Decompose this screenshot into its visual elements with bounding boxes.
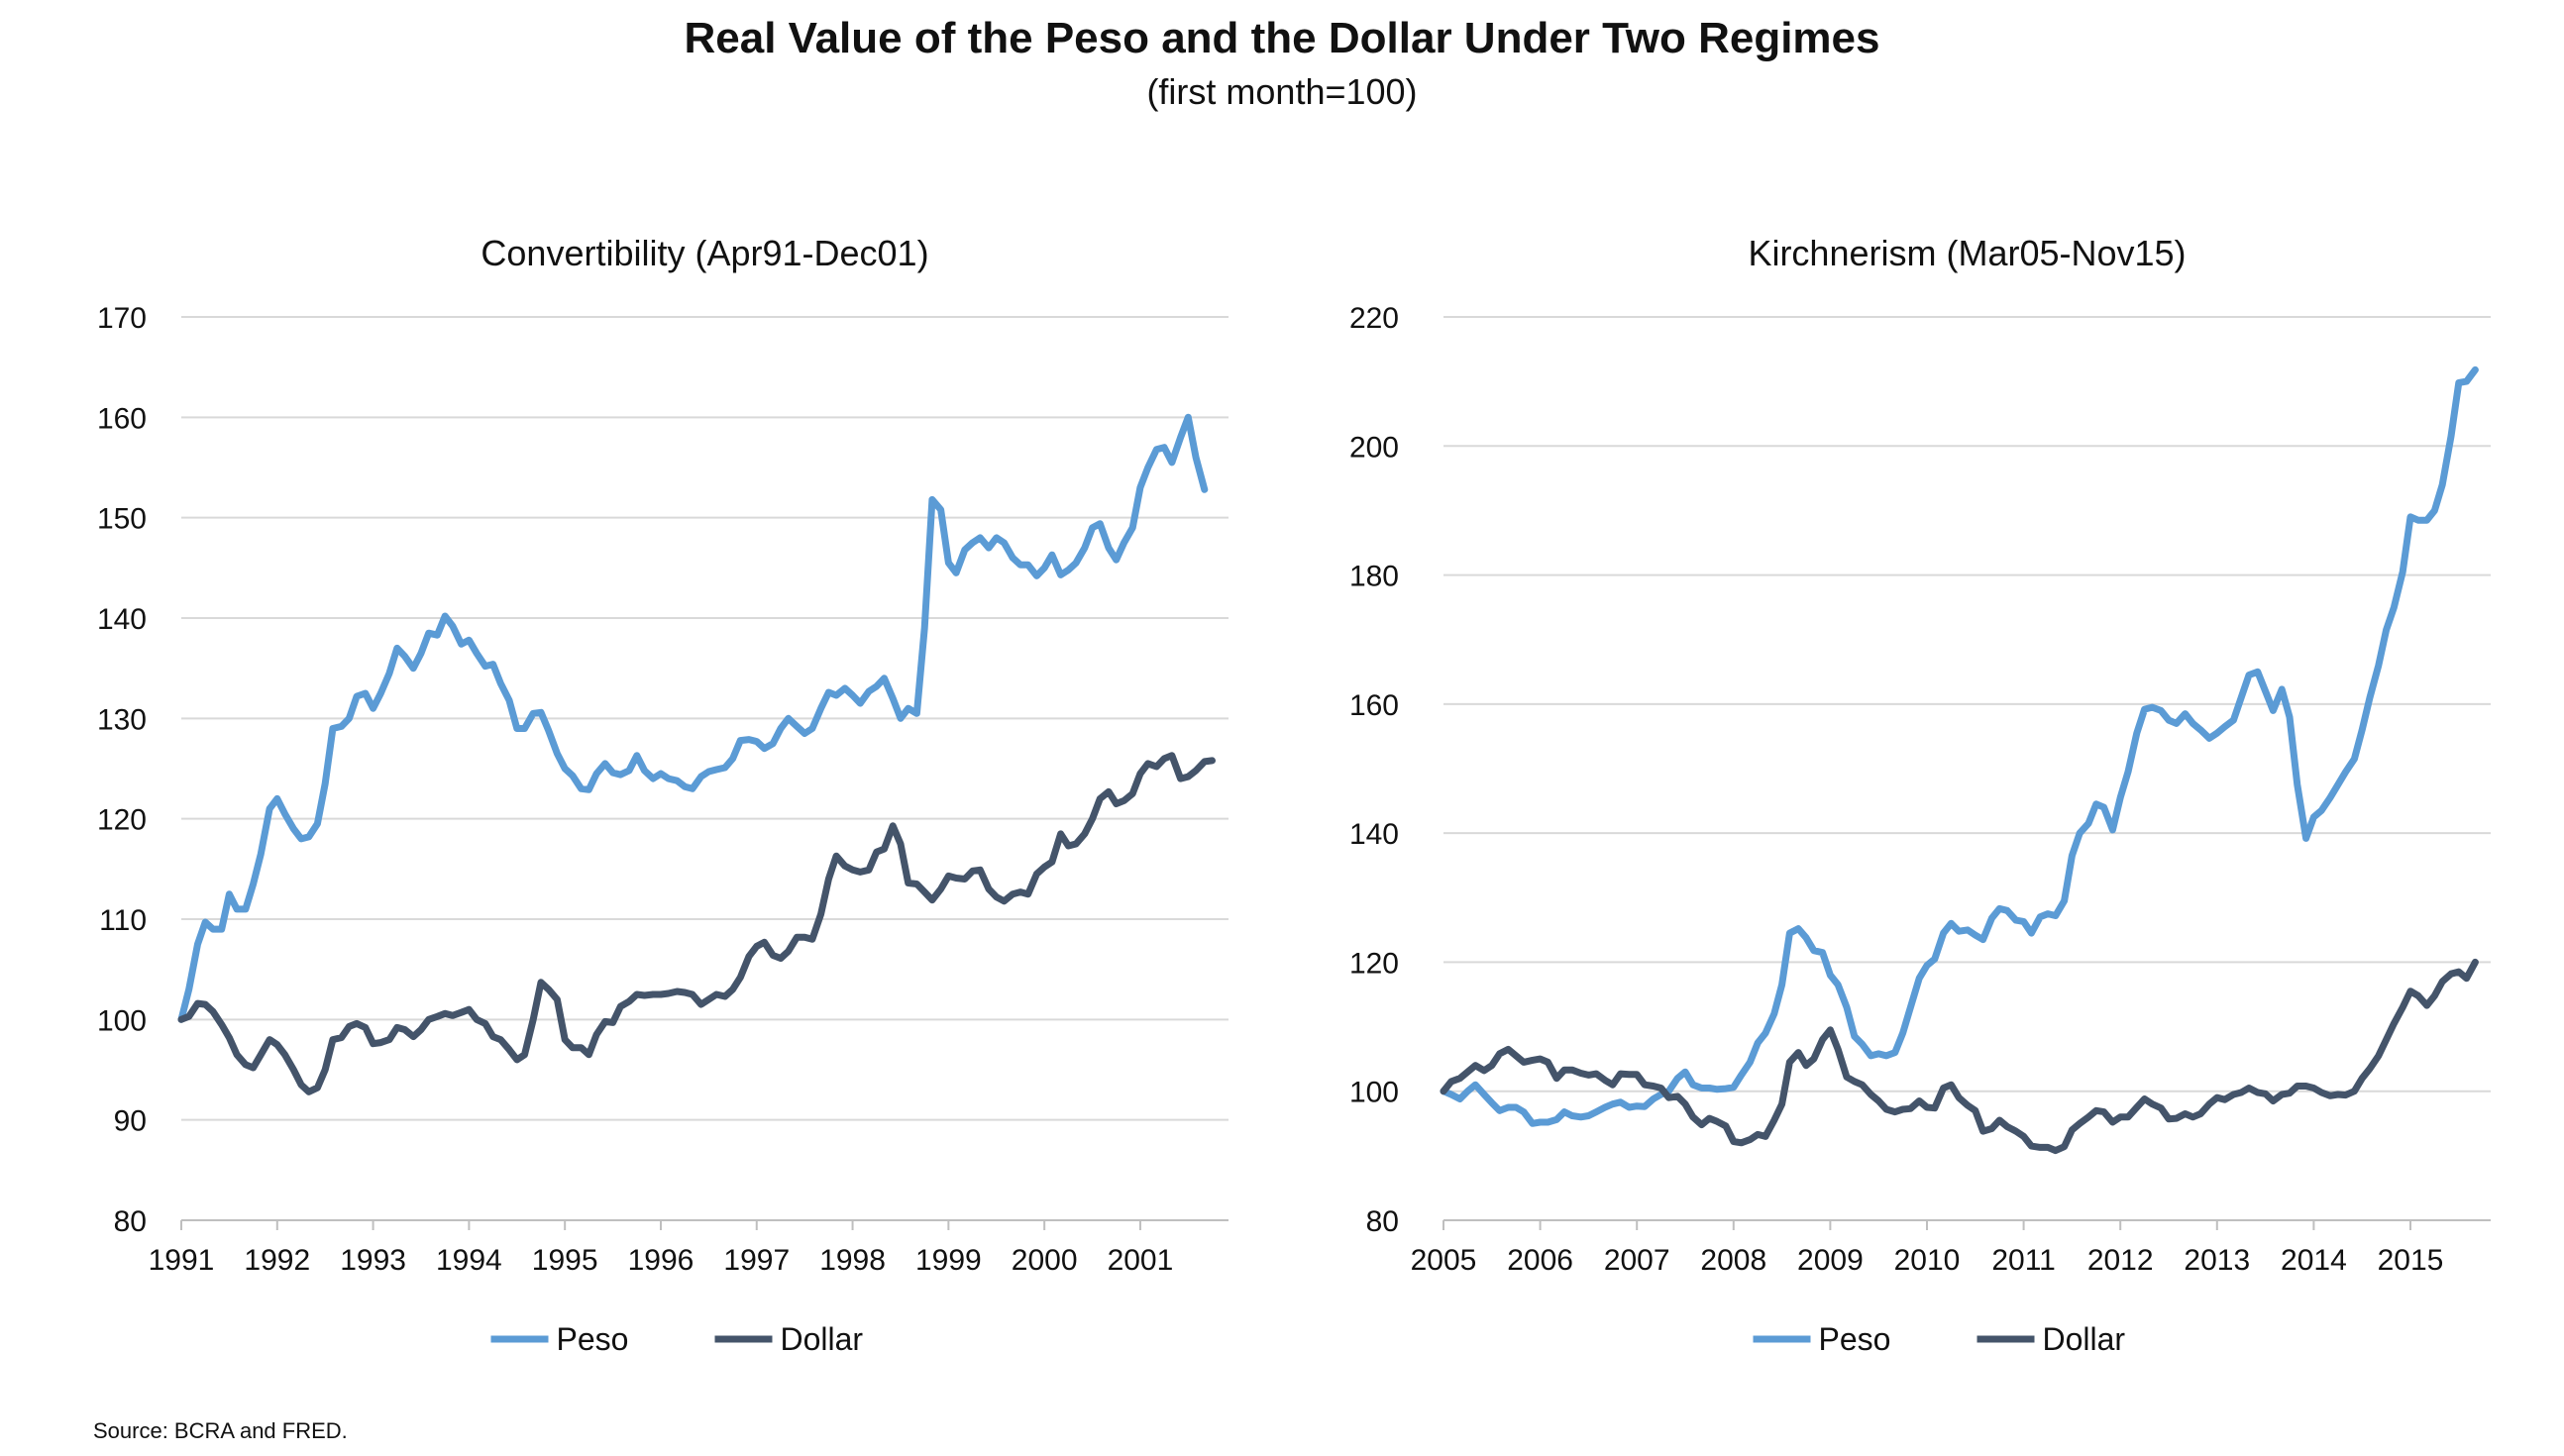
y-tick-label: 80 xyxy=(1366,1205,1399,1238)
x-tick-label: 1992 xyxy=(244,1244,310,1277)
x-tick-label: 2006 xyxy=(1507,1244,1573,1277)
legend-label-dollar: Dollar xyxy=(2043,1321,2126,1357)
y-tick-label: 80 xyxy=(114,1205,147,1238)
x-tick-label: 1999 xyxy=(915,1244,982,1277)
y-tick-label: 130 xyxy=(97,703,147,736)
x-tick-label: 2012 xyxy=(2087,1244,2154,1277)
y-tick-label: 140 xyxy=(97,603,147,636)
x-tick-label: 1994 xyxy=(436,1244,502,1277)
convertibility-chart-title: Convertibility (Apr91-Dec01) xyxy=(481,233,928,273)
x-tick-label: 2007 xyxy=(1604,1244,1670,1277)
x-tick-label: 2010 xyxy=(1894,1244,1961,1277)
x-tick-label: 2015 xyxy=(2378,1244,2444,1277)
y-tick-label: 110 xyxy=(99,904,147,937)
y-tick-label: 170 xyxy=(97,302,147,335)
x-tick-label: 1995 xyxy=(532,1244,598,1277)
y-tick-label: 200 xyxy=(1349,431,1399,464)
x-tick-label: 1991 xyxy=(149,1244,215,1277)
y-tick-label: 140 xyxy=(1349,818,1399,851)
y-tick-label: 160 xyxy=(97,402,147,435)
kirchnerism-chart-title: Kirchnerism (Mar05-Nov15) xyxy=(1748,233,2186,273)
y-tick-label: 160 xyxy=(1349,689,1399,722)
y-tick-label: 90 xyxy=(114,1105,147,1138)
x-tick-label: 2009 xyxy=(1797,1244,1864,1277)
x-tick-label: 2013 xyxy=(2184,1244,2250,1277)
series-line-dollar xyxy=(1440,958,2479,1155)
series-line-peso xyxy=(177,413,1209,1023)
y-tick-label: 100 xyxy=(97,1004,147,1037)
x-tick-label: 1998 xyxy=(819,1244,886,1277)
series-line-peso xyxy=(1440,365,2479,1127)
page-subtitle: (first month=100) xyxy=(1146,71,1418,112)
legend-label-peso: Peso xyxy=(1819,1321,1891,1357)
page-title: Real Value of the Peso and the Dollar Un… xyxy=(684,14,1880,62)
x-tick-label: 2000 xyxy=(1012,1244,1078,1277)
x-tick-label: 2008 xyxy=(1700,1244,1766,1277)
source-note: Source: BCRA and FRED. xyxy=(93,1418,348,1443)
x-tick-label: 1996 xyxy=(628,1244,694,1277)
y-tick-label: 180 xyxy=(1349,561,1399,593)
legend-label-dollar: Dollar xyxy=(781,1321,864,1357)
x-tick-label: 2005 xyxy=(1411,1244,1477,1277)
y-tick-label: 220 xyxy=(1349,302,1399,335)
y-tick-label: 120 xyxy=(97,804,147,837)
kirchnerism-chart: Kirchnerism (Mar05-Nov15) 80 100 120 140 160 1… xyxy=(1349,233,2491,1357)
x-tick-label: 1997 xyxy=(723,1244,790,1277)
y-tick-label: 120 xyxy=(1349,947,1399,980)
legend-label-peso: Peso xyxy=(557,1321,629,1357)
x-tick-label: 1993 xyxy=(340,1244,406,1277)
y-tick-label: 100 xyxy=(1349,1077,1399,1109)
x-tick-label: 2014 xyxy=(2281,1244,2347,1277)
y-tick-label: 150 xyxy=(97,503,147,536)
x-tick-label: 2011 xyxy=(1991,1244,2056,1277)
convertibility-chart: Convertibility (Apr91-Dec01) 80 90 100 110 12… xyxy=(97,233,1229,1357)
x-tick-label: 2001 xyxy=(1108,1244,1174,1277)
series-line-dollar xyxy=(177,752,1216,1095)
